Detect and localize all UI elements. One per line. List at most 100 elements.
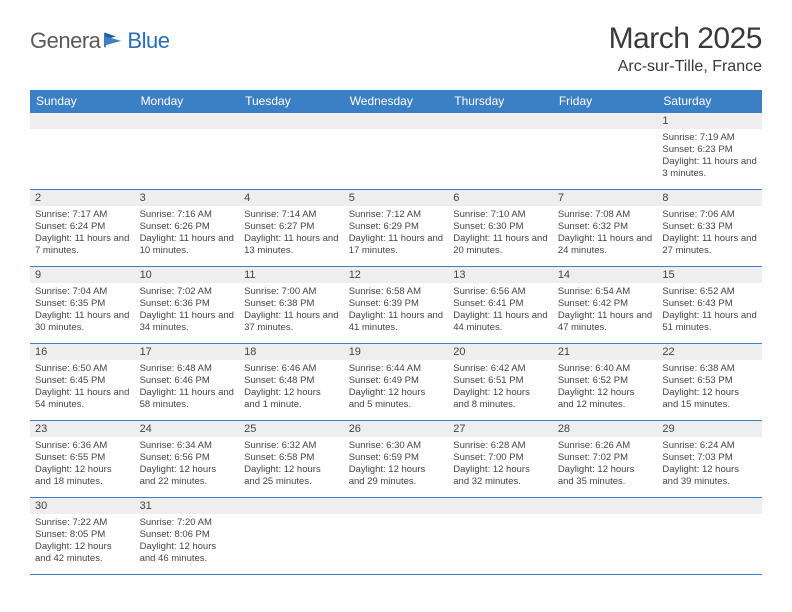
calendar-day-cell: 7Sunrise: 7:08 AMSunset: 6:32 PMDaylight…	[553, 190, 658, 267]
day-details: Sunrise: 7:20 AMSunset: 8:06 PMDaylight:…	[135, 514, 240, 568]
day-details: Sunrise: 6:24 AMSunset: 7:03 PMDaylight:…	[657, 437, 762, 491]
sunset-text: Sunset: 8:05 PM	[35, 529, 130, 541]
calendar-day-cell: 5Sunrise: 7:12 AMSunset: 6:29 PMDaylight…	[344, 190, 449, 267]
daylight-text: Daylight: 12 hours and 42 minutes.	[35, 541, 130, 565]
day-number: 27	[448, 421, 553, 437]
calendar-day-cell: 16Sunrise: 6:50 AMSunset: 6:45 PMDayligh…	[30, 344, 135, 421]
calendar-day-cell: 31Sunrise: 7:20 AMSunset: 8:06 PMDayligh…	[135, 498, 240, 575]
sunrise-text: Sunrise: 7:02 AM	[140, 286, 235, 298]
day-number: 17	[135, 344, 240, 360]
sunset-text: Sunset: 7:00 PM	[453, 452, 548, 464]
weekday-header: Friday	[553, 90, 658, 113]
calendar-day-cell: 8Sunrise: 7:06 AMSunset: 6:33 PMDaylight…	[657, 190, 762, 267]
day-details: Sunrise: 7:17 AMSunset: 6:24 PMDaylight:…	[30, 206, 135, 260]
sunrise-text: Sunrise: 6:44 AM	[349, 363, 444, 375]
daylight-text: Daylight: 11 hours and 44 minutes.	[453, 310, 548, 334]
calendar-day-cell	[553, 498, 658, 575]
day-details: Sunrise: 6:48 AMSunset: 6:46 PMDaylight:…	[135, 360, 240, 414]
sunset-text: Sunset: 6:30 PM	[453, 221, 548, 233]
calendar-day-cell: 12Sunrise: 6:58 AMSunset: 6:39 PMDayligh…	[344, 267, 449, 344]
day-details: Sunrise: 7:16 AMSunset: 6:26 PMDaylight:…	[135, 206, 240, 260]
day-details: Sunrise: 6:34 AMSunset: 6:56 PMDaylight:…	[135, 437, 240, 491]
daylight-text: Daylight: 12 hours and 15 minutes.	[662, 387, 757, 411]
sunrise-text: Sunrise: 7:12 AM	[349, 209, 444, 221]
calendar-day-cell	[448, 113, 553, 190]
sunset-text: Sunset: 8:06 PM	[140, 529, 235, 541]
day-details: Sunrise: 6:36 AMSunset: 6:55 PMDaylight:…	[30, 437, 135, 491]
sunset-text: Sunset: 6:38 PM	[244, 298, 339, 310]
sunrise-text: Sunrise: 6:56 AM	[453, 286, 548, 298]
day-number: 30	[30, 498, 135, 514]
calendar-day-cell: 22Sunrise: 6:38 AMSunset: 6:53 PMDayligh…	[657, 344, 762, 421]
day-number: 31	[135, 498, 240, 514]
day-details: Sunrise: 6:40 AMSunset: 6:52 PMDaylight:…	[553, 360, 658, 414]
sunset-text: Sunset: 6:33 PM	[662, 221, 757, 233]
day-number: 24	[135, 421, 240, 437]
daylight-text: Daylight: 11 hours and 58 minutes.	[140, 387, 235, 411]
weekday-header: Saturday	[657, 90, 762, 113]
calendar-day-cell: 25Sunrise: 6:32 AMSunset: 6:58 PMDayligh…	[239, 421, 344, 498]
calendar-day-cell: 29Sunrise: 6:24 AMSunset: 7:03 PMDayligh…	[657, 421, 762, 498]
calendar-week-row: 2Sunrise: 7:17 AMSunset: 6:24 PMDaylight…	[30, 190, 762, 267]
calendar-day-cell: 13 Sunrise: 6:56 AMSunset: 6:41 PMDayligh…	[448, 267, 553, 344]
day-details: Sunrise: 6:42 AMSunset: 6:51 PMDaylight:…	[448, 360, 553, 414]
sunset-text: Sunset: 6:45 PM	[35, 375, 130, 387]
day-number: 8	[657, 190, 762, 206]
day-number	[448, 113, 553, 129]
page-header: Genera Blue March 2025 Arc-sur-Tille, Fr…	[30, 22, 762, 76]
daylight-text: Daylight: 11 hours and 20 minutes.	[453, 233, 548, 257]
sunset-text: Sunset: 6:46 PM	[140, 375, 235, 387]
day-details: Sunrise: 6:44 AMSunset: 6:49 PMDaylight:…	[344, 360, 449, 414]
daylight-text: Daylight: 11 hours and 47 minutes.	[558, 310, 653, 334]
sunset-text: Sunset: 6:39 PM	[349, 298, 444, 310]
daylight-text: Daylight: 11 hours and 7 minutes.	[35, 233, 130, 257]
sunset-text: Sunset: 6:36 PM	[140, 298, 235, 310]
calendar-day-cell: 18Sunrise: 6:46 AMSunset: 6:48 PMDayligh…	[239, 344, 344, 421]
day-number	[448, 498, 553, 514]
sunrise-text: Sunrise: 7:19 AM	[662, 132, 757, 144]
day-details: Sunrise: 6:38 AMSunset: 6:53 PMDaylight:…	[657, 360, 762, 414]
sunset-text: Sunset: 6:24 PM	[35, 221, 130, 233]
daylight-text: Daylight: 12 hours and 35 minutes.	[558, 464, 653, 488]
daylight-text: Daylight: 11 hours and 30 minutes.	[35, 310, 130, 334]
day-details: Sunrise: 6:50 AMSunset: 6:45 PMDaylight:…	[30, 360, 135, 414]
sunset-text: Sunset: 7:03 PM	[662, 452, 757, 464]
calendar-day-cell	[344, 498, 449, 575]
day-number	[657, 498, 762, 514]
weekday-header-row: Sunday Monday Tuesday Wednesday Thursday…	[30, 90, 762, 113]
calendar-day-cell: 4Sunrise: 7:14 AMSunset: 6:27 PMDaylight…	[239, 190, 344, 267]
sunset-text: Sunset: 6:23 PM	[662, 144, 757, 156]
day-details: Sunrise: 6:46 AMSunset: 6:48 PMDaylight:…	[239, 360, 344, 414]
sunset-text: Sunset: 6:49 PM	[349, 375, 444, 387]
daylight-text: Daylight: 11 hours and 13 minutes.	[244, 233, 339, 257]
day-details: Sunrise: 6:58 AMSunset: 6:39 PMDaylight:…	[344, 283, 449, 337]
sunrise-text: Sunrise: 6:24 AM	[662, 440, 757, 452]
calendar-day-cell: 10Sunrise: 7:02 AMSunset: 6:36 PMDayligh…	[135, 267, 240, 344]
daylight-text: Daylight: 12 hours and 12 minutes.	[558, 387, 653, 411]
logo: Genera Blue	[30, 22, 169, 54]
calendar-day-cell: 15Sunrise: 6:52 AMSunset: 6:43 PMDayligh…	[657, 267, 762, 344]
logo-flag-icon	[103, 31, 125, 49]
day-number: 4	[239, 190, 344, 206]
day-number: 14	[553, 267, 658, 283]
sunset-text: Sunset: 6:41 PM	[453, 298, 548, 310]
day-details: Sunrise: 7:12 AMSunset: 6:29 PMDaylight:…	[344, 206, 449, 260]
calendar-day-cell	[448, 498, 553, 575]
calendar-week-row: 9Sunrise: 7:04 AMSunset: 6:35 PMDaylight…	[30, 267, 762, 344]
day-number: 13	[448, 267, 553, 283]
sunrise-text: Sunrise: 6:48 AM	[140, 363, 235, 375]
daylight-text: Daylight: 12 hours and 32 minutes.	[453, 464, 548, 488]
day-number: 28	[553, 421, 658, 437]
daylight-text: Daylight: 12 hours and 29 minutes.	[349, 464, 444, 488]
sunset-text: Sunset: 6:26 PM	[140, 221, 235, 233]
daylight-text: Daylight: 12 hours and 1 minute.	[244, 387, 339, 411]
day-number	[344, 498, 449, 514]
calendar-day-cell: 19Sunrise: 6:44 AMSunset: 6:49 PMDayligh…	[344, 344, 449, 421]
day-number: 9	[30, 267, 135, 283]
sunrise-text: Sunrise: 6:30 AM	[349, 440, 444, 452]
calendar-day-cell: 27Sunrise: 6:28 AMSunset: 7:00 PMDayligh…	[448, 421, 553, 498]
sunset-text: Sunset: 6:55 PM	[35, 452, 130, 464]
daylight-text: Daylight: 12 hours and 46 minutes.	[140, 541, 235, 565]
day-details: Sunrise: 6:28 AMSunset: 7:00 PMDaylight:…	[448, 437, 553, 491]
day-number: 19	[344, 344, 449, 360]
